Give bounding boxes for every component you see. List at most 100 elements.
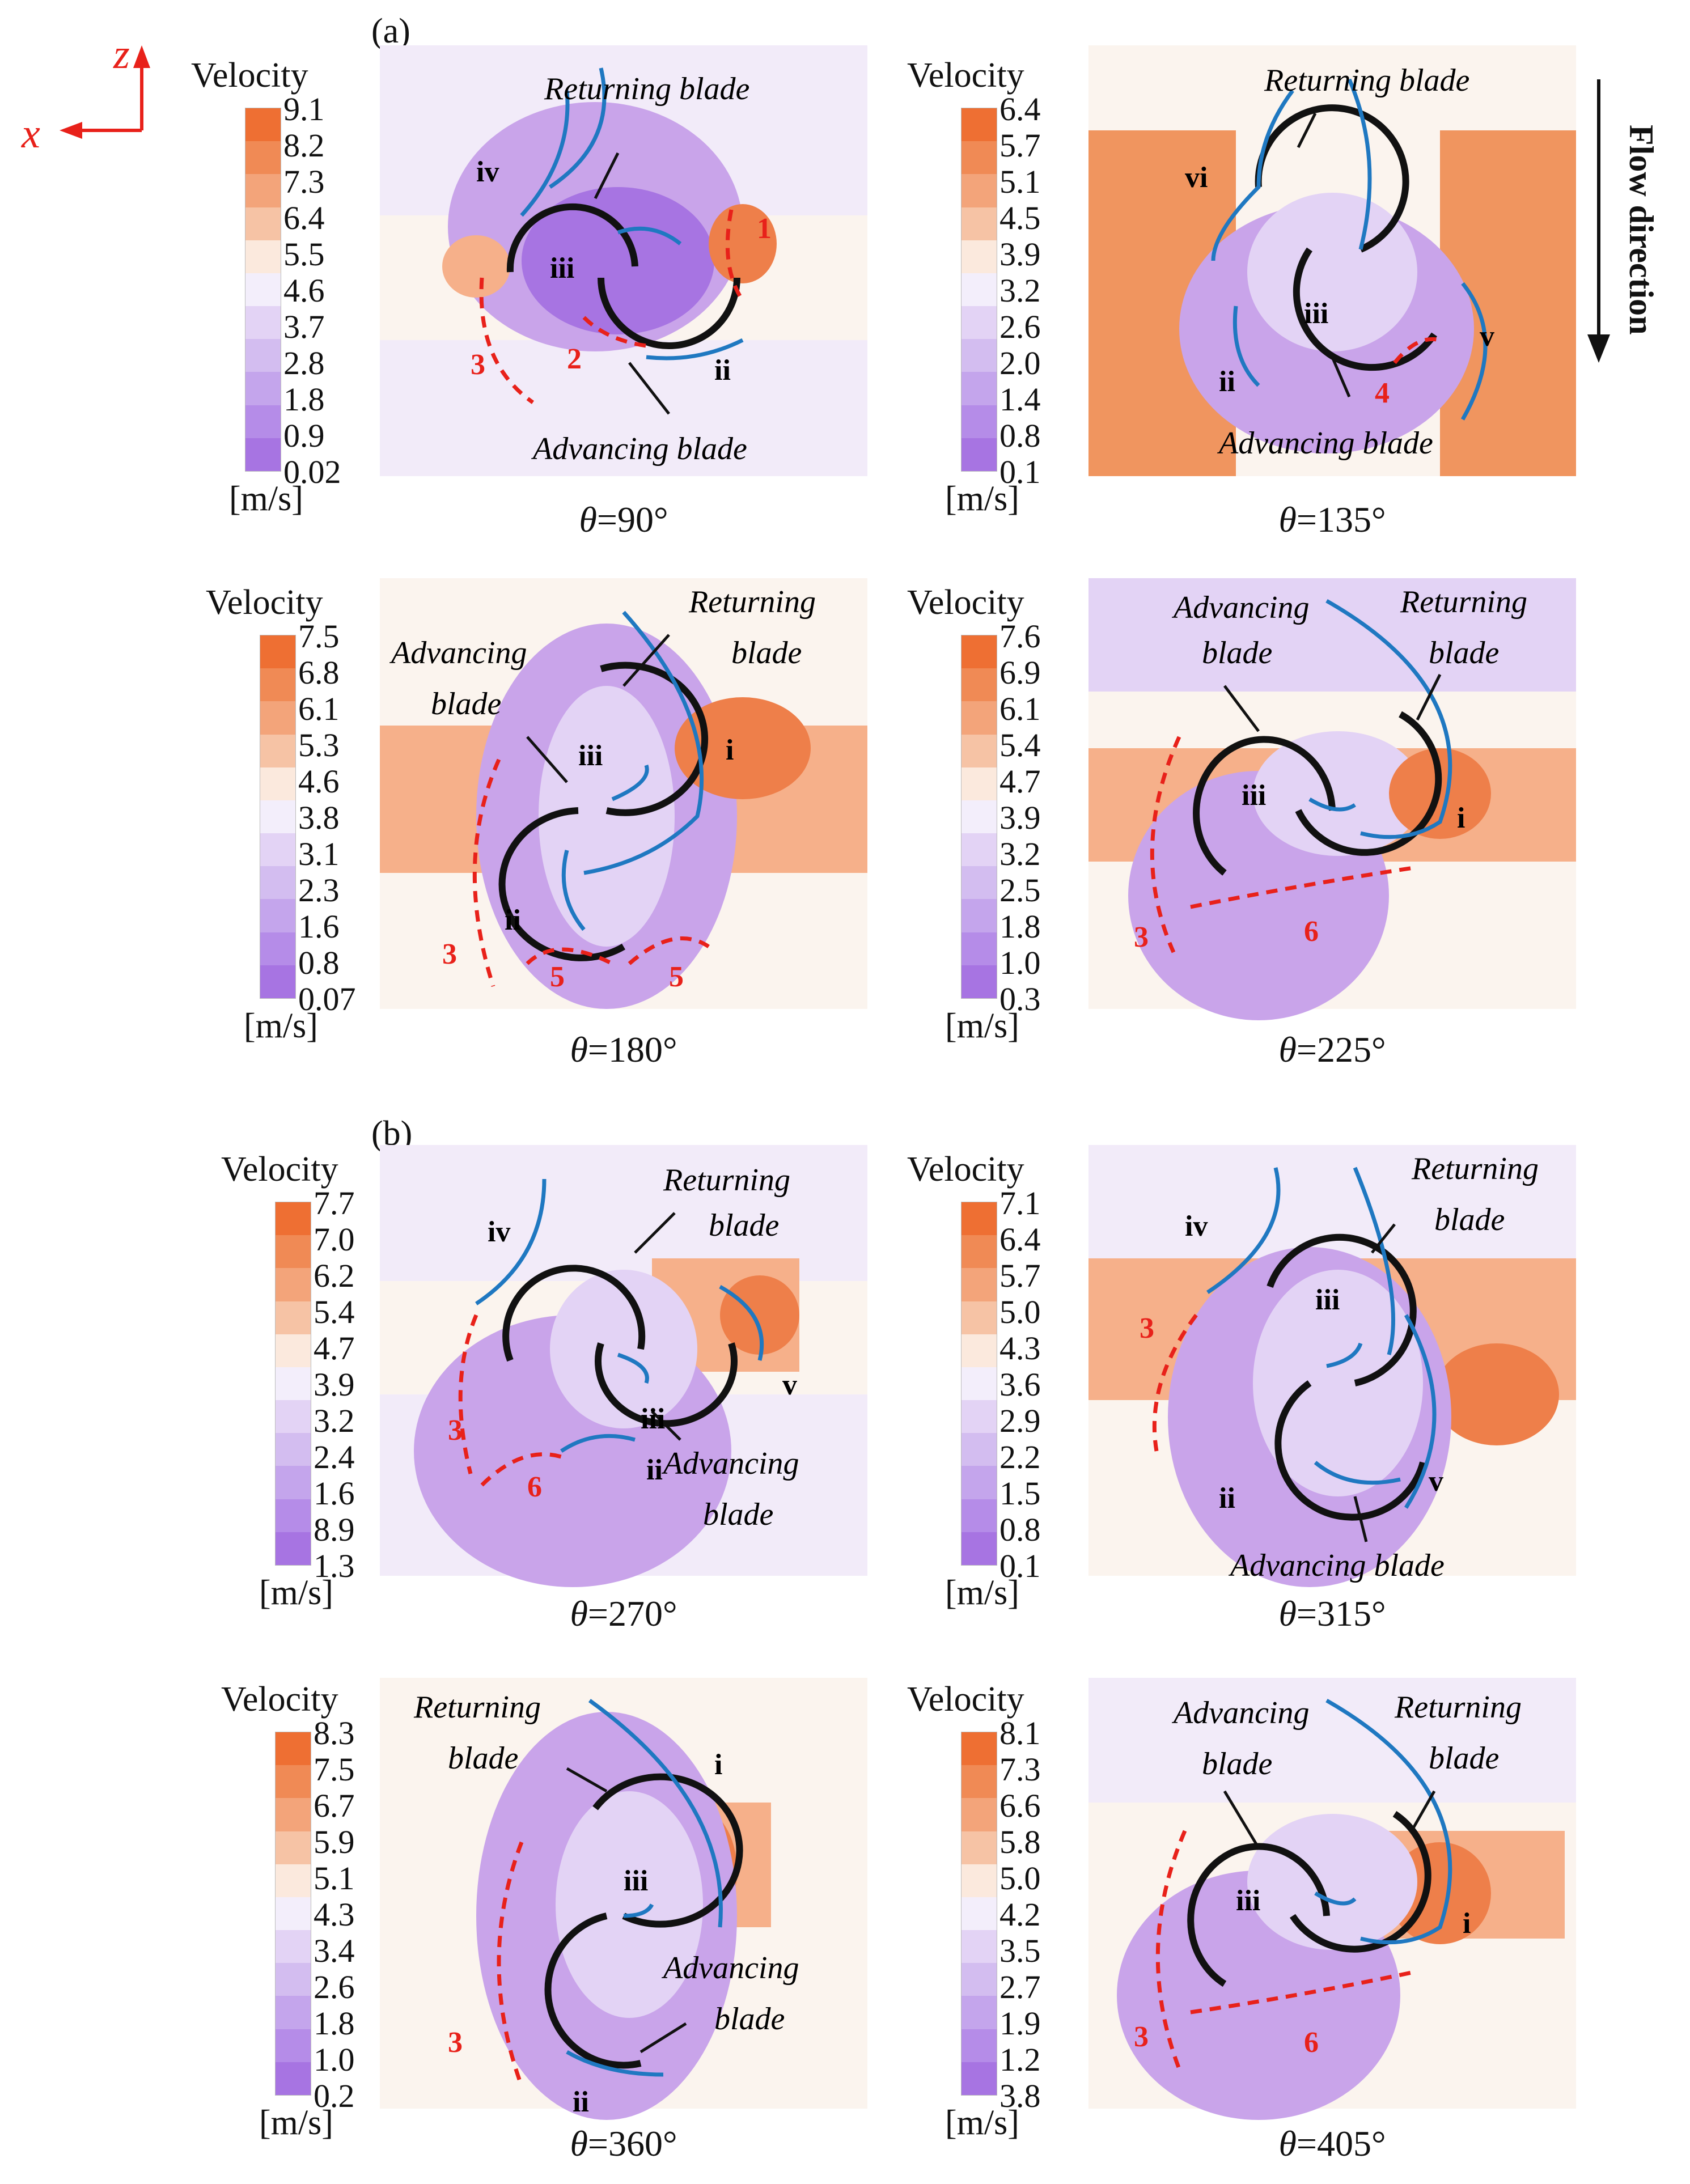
colorbar-segment bbox=[260, 899, 295, 932]
returning-blade-label: blade bbox=[448, 1741, 518, 1776]
colorbar-segment bbox=[962, 1831, 997, 1864]
returning-blade-label: blade bbox=[1429, 635, 1499, 671]
colorbar-legend-315: Velocity 7.1 6.4 5.7 5.0 4.3 3.6 2.9 2.2 1.5 0.8 0… bbox=[907, 1150, 1074, 1612]
colorbar-tick-label: 4.5 bbox=[999, 200, 1041, 236]
colorbar-segment bbox=[245, 273, 281, 307]
colorbar-segment bbox=[962, 1499, 997, 1532]
colorbar-ticks: 9.1 8.2 7.3 6.4 5.5 4.6 3.7 2.8 1.8 0.9 0.02 bbox=[283, 93, 369, 490]
legend-title: Velocity bbox=[221, 1150, 338, 1189]
region-label: iv bbox=[488, 1216, 510, 1248]
colorbar-tick-label: 5.4 bbox=[314, 1294, 355, 1330]
colorbar-tick-label: 0.9 bbox=[283, 417, 325, 454]
colorbar-segment bbox=[962, 932, 997, 965]
colorbar-tick-label: 4.7 bbox=[314, 1330, 355, 1367]
colorbar-tick-label: 2.7 bbox=[999, 1969, 1041, 2005]
angle-caption-135: θ=135° bbox=[1088, 499, 1576, 541]
colorbar-tick-label: 5.3 bbox=[298, 727, 340, 764]
returning-blade-label: Returning bbox=[1411, 1151, 1539, 1186]
section-label-a: (a) bbox=[371, 12, 410, 50]
colorbar-segment bbox=[962, 1202, 997, 1236]
region-label: iii bbox=[1315, 1284, 1340, 1316]
colorbar-segment bbox=[962, 1235, 997, 1269]
colorbar-tick-label: 4.3 bbox=[314, 1896, 355, 1933]
returning-blade-label: Returning bbox=[1394, 1690, 1522, 1725]
colorbar-segment bbox=[276, 1831, 311, 1864]
colorbar-tick-label: 5.1 bbox=[999, 163, 1041, 200]
colorbar-tick-label: 3.2 bbox=[314, 1402, 355, 1439]
colorbar-segment bbox=[962, 1466, 997, 1499]
legend-title: Velocity bbox=[206, 583, 323, 622]
vortex-number: 3 bbox=[1134, 921, 1149, 953]
colorbar-tick-label: 2.5 bbox=[999, 872, 1041, 909]
colorbar-tick-label: 7.1 bbox=[999, 1185, 1041, 1222]
advancing-blade-label: blade bbox=[1202, 635, 1272, 671]
colorbar-segment bbox=[260, 833, 295, 867]
colorbar-segment bbox=[962, 734, 997, 767]
colorbar-tick-label: 1.8 bbox=[999, 908, 1041, 945]
advancing-blade-label: Advancing bbox=[661, 1446, 799, 1481]
colorbar-ticks: 7.6 6.9 6.1 5.4 4.7 3.9 3.2 2.5 1.8 1.0 0.3 bbox=[999, 620, 1085, 1017]
vortex-number: 3 bbox=[1134, 2021, 1149, 2053]
colorbar-tick-label: 6.9 bbox=[999, 654, 1041, 691]
legend-title: Velocity bbox=[221, 1680, 338, 1719]
colorbar-segment bbox=[962, 2062, 997, 2095]
colorbar-segment bbox=[962, 635, 997, 669]
colorbar-segment bbox=[276, 1235, 311, 1269]
theta-symbol: θ bbox=[570, 1029, 588, 1070]
colorbar-segment bbox=[260, 767, 295, 800]
region-label: i bbox=[726, 734, 734, 766]
region-label: iii bbox=[1236, 1885, 1260, 1917]
colorbar-tick-label: 0.02 bbox=[283, 453, 341, 490]
vortex-number: 4 bbox=[1375, 377, 1390, 409]
region-label: iii bbox=[1242, 779, 1266, 812]
colorbar-segment bbox=[962, 866, 997, 900]
region-label: ii bbox=[646, 1454, 663, 1486]
returning-blade-label: Returning blade bbox=[544, 71, 749, 107]
returning-blade-label: Returning bbox=[413, 1690, 541, 1725]
vortex-number: 5 bbox=[669, 961, 684, 993]
advancing-blade-label: Advancing bbox=[1171, 590, 1309, 625]
colorbar-segment bbox=[962, 1532, 997, 1565]
colorbar-segment bbox=[962, 1400, 997, 1434]
angle-caption-225: θ=225° bbox=[1088, 1029, 1576, 1071]
vortex-number: 2 bbox=[567, 343, 582, 375]
colorbar-segment bbox=[276, 1765, 311, 1799]
colorbar-segment bbox=[962, 1367, 997, 1401]
angle-value: =360° bbox=[587, 2123, 677, 2164]
colorbar-segment bbox=[962, 1897, 997, 1931]
region-label: ii bbox=[1219, 1482, 1235, 1515]
colorbar-segment bbox=[962, 965, 997, 998]
colorbar-tick-label: 1.6 bbox=[314, 1475, 355, 1512]
advancing-blade-label: Advancing blade bbox=[1217, 426, 1433, 461]
colorbar-segment bbox=[260, 965, 295, 998]
colorbar-tick-label: 6.4 bbox=[283, 200, 325, 236]
colorbar-tick-label: 1.8 bbox=[314, 2005, 355, 2042]
legend-title: Velocity bbox=[191, 56, 308, 95]
colorbar-segment bbox=[276, 1268, 311, 1301]
colorbar-segment bbox=[276, 1996, 311, 2029]
returning-blade-label: Returning bbox=[688, 584, 816, 620]
colorbar-segment bbox=[276, 1798, 311, 1831]
colorbar-tick-label: 0.1 bbox=[999, 453, 1041, 490]
colorbar-segment bbox=[260, 866, 295, 900]
colorbar-tick-label: 0.8 bbox=[298, 944, 340, 981]
colorbar-segment bbox=[276, 1532, 311, 1565]
vortex-number: 3 bbox=[448, 2026, 463, 2059]
colorbar-segment bbox=[276, 1202, 311, 1236]
colorbar-segment bbox=[276, 1732, 311, 1766]
theta-symbol: θ bbox=[570, 1593, 588, 1634]
colorbar bbox=[961, 1732, 997, 2096]
colorbar-tick-label: 7.3 bbox=[283, 163, 325, 200]
legend-title: Velocity bbox=[907, 1680, 1024, 1719]
colorbar-segment bbox=[962, 108, 997, 142]
colorbar-tick-label: 2.0 bbox=[999, 345, 1041, 381]
colorbar-segment bbox=[962, 339, 997, 372]
colorbar-tick-label: 6.2 bbox=[314, 1257, 355, 1294]
colorbar-segment bbox=[276, 1897, 311, 1931]
colorbar-tick-label: 7.0 bbox=[314, 1221, 355, 1258]
returning-blade-label: Returning bbox=[663, 1163, 790, 1198]
vortex-number: 3 bbox=[442, 938, 457, 970]
region-label: ii bbox=[573, 2086, 589, 2118]
legend-unit: [m/s] bbox=[945, 2104, 1019, 2142]
colorbar-segment bbox=[260, 800, 295, 834]
